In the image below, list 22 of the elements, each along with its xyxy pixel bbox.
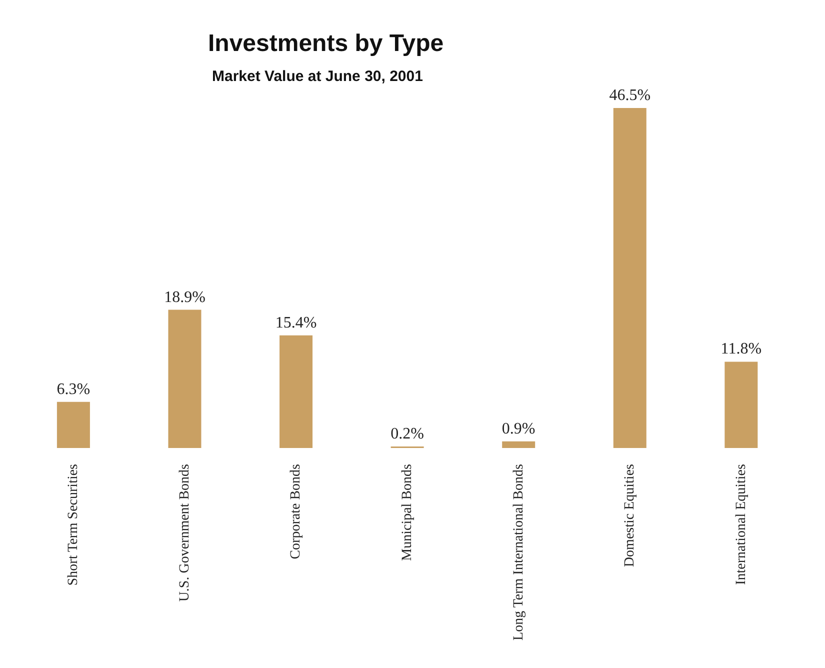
data-label: 18.9%	[164, 288, 206, 306]
x-tick-label: Domestic Equities	[622, 464, 638, 568]
data-label: 0.2%	[390, 426, 424, 443]
data-label: 15.4%	[275, 314, 317, 332]
x-tick-label: Long Term International Bonds	[511, 464, 526, 640]
bar	[168, 310, 202, 448]
bar	[280, 335, 313, 448]
chart-title: Investments by Type	[208, 30, 444, 58]
bar	[56, 402, 90, 448]
data-label: 46.5%	[609, 87, 651, 104]
x-tick-label: U.S. Government Bonds	[177, 464, 192, 602]
bar	[613, 108, 646, 448]
chart-subtitle: Market Value at June 30, 2001	[212, 68, 424, 85]
data-label: 11.8%	[720, 340, 762, 358]
x-tick-label: International Equities	[734, 464, 749, 585]
x-tick-label: Corporate Bonds	[288, 464, 304, 560]
x-tick-label: Short Term Securities	[66, 464, 82, 586]
data-label: 0.9%	[502, 420, 536, 438]
bar	[502, 441, 536, 448]
bar	[724, 362, 758, 448]
x-tick-label: Municipal Bonds	[400, 464, 415, 561]
data-label: 6.3%	[56, 380, 90, 398]
